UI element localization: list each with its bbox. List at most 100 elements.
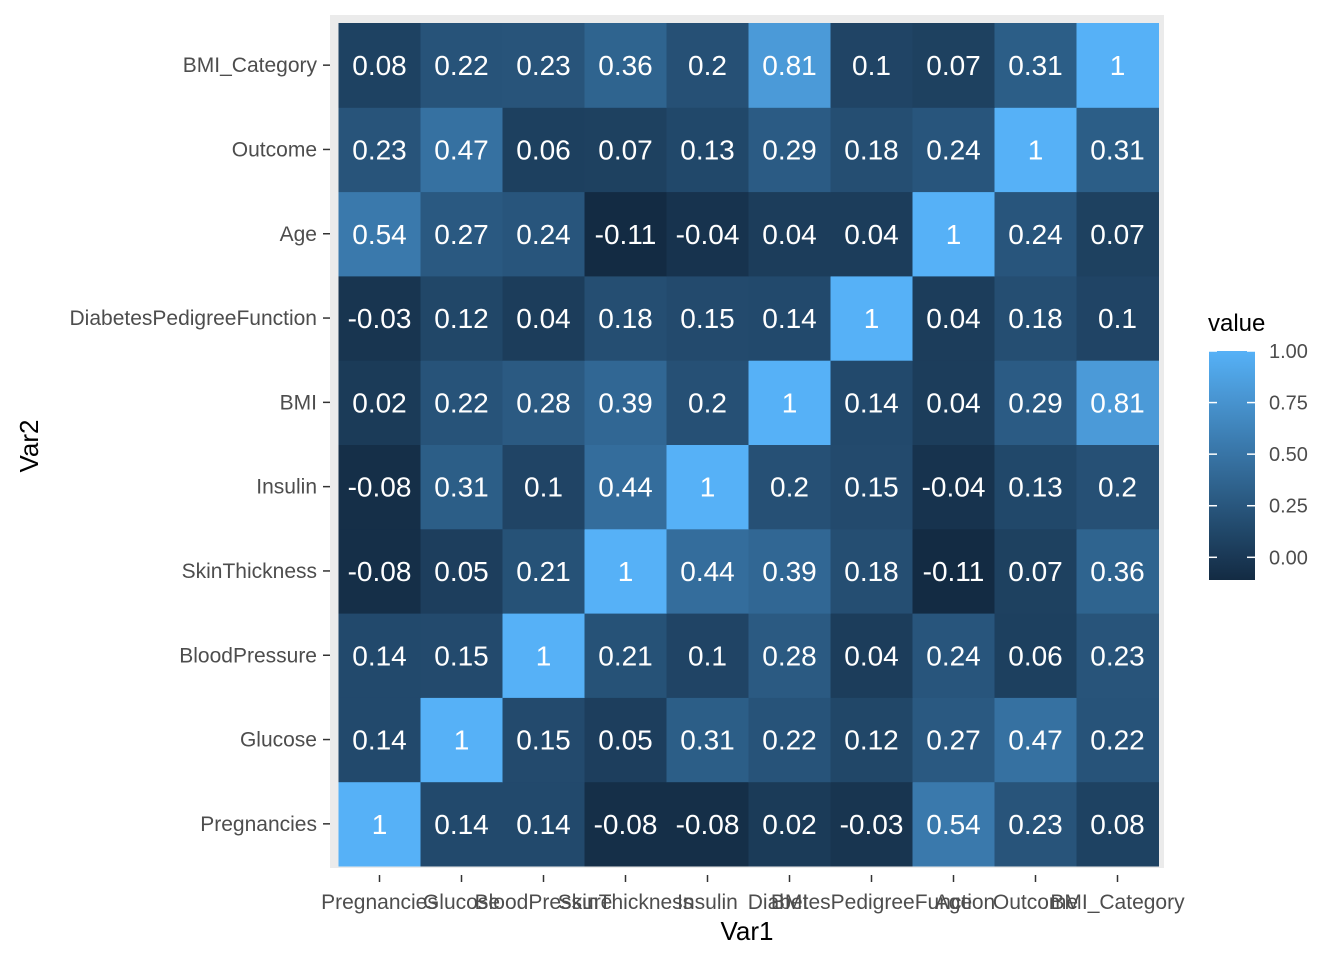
x-axis-title: Var1 (721, 916, 774, 946)
heatmap-cell (666, 360, 749, 445)
x-tick-label: Age (935, 891, 972, 914)
cell-value-label: 0.36 (1090, 556, 1145, 587)
cell-value-label: 0.47 (434, 134, 489, 165)
heatmap-cell (420, 275, 503, 361)
heatmap-cell (584, 360, 667, 445)
cell-value-label: 1 (454, 725, 470, 756)
heatmap-cell (584, 191, 667, 277)
heatmap-cell (912, 697, 995, 783)
cell-value-label: 1 (372, 809, 388, 840)
heatmap-cell (912, 23, 995, 108)
heatmap-cell (338, 191, 421, 277)
x-tick-label: Glucose (423, 891, 500, 914)
heatmap-cell (748, 444, 831, 530)
heatmap-cell (584, 444, 667, 530)
cell-value-label: 0.05 (434, 556, 489, 587)
cell-value-label: 0.23 (1008, 809, 1063, 840)
heatmap-cell (830, 23, 913, 108)
cell-value-label: 0.06 (1008, 640, 1063, 671)
cell-value-label: 0.04 (926, 303, 981, 334)
cell-value-label: 0.04 (844, 219, 899, 250)
heatmap-cell (994, 613, 1077, 698)
heatmap-cell (994, 781, 1077, 867)
cell-value-label: 0.81 (1090, 387, 1145, 418)
cell-value-label: 1 (946, 219, 962, 250)
cell-value-label: 0.23 (1090, 640, 1145, 671)
x-tick-label: Insulin (677, 891, 738, 914)
cell-value-label: 0.18 (1008, 303, 1063, 334)
cell-value-label: 0.15 (516, 725, 571, 756)
y-tick-label: SkinThickness (182, 560, 317, 583)
heatmap-cell (502, 444, 585, 530)
heatmap-cell (994, 23, 1077, 108)
heatmap-cell (666, 781, 749, 867)
y-tick-label: DiabetesPedigreeFunction (70, 307, 318, 330)
legend-tick-label: 0.25 (1269, 496, 1308, 518)
cell-value-label: 0.14 (844, 387, 899, 418)
heatmap-cell (994, 528, 1077, 614)
heatmap-cell (338, 781, 421, 867)
cell-value-label: -0.08 (594, 809, 658, 840)
cell-value-label: 0.29 (762, 134, 817, 165)
cell-value-label: 0.18 (844, 556, 899, 587)
heatmap-cell (584, 781, 667, 867)
cell-value-label: 0.14 (762, 303, 817, 334)
cell-value-label: 0.14 (434, 809, 489, 840)
cell-value-label: -0.08 (676, 809, 740, 840)
x-tick-label: DiabetesPedigreeFunction (748, 891, 996, 914)
legend-tick-label: 1.00 (1269, 341, 1308, 363)
heatmap-cell (502, 23, 585, 108)
heatmap-cell (502, 275, 585, 361)
cell-value-label: 0.31 (1090, 134, 1145, 165)
heatmap-cell (830, 613, 913, 698)
heatmap-cell (420, 191, 503, 277)
cell-value-label: 0.07 (598, 134, 653, 165)
cell-value-label: 0.13 (1008, 472, 1063, 503)
heatmap-cell (584, 23, 667, 108)
cell-value-label: 0.1 (524, 472, 563, 503)
cell-value-label: -0.08 (348, 556, 412, 587)
cell-value-label: 0.44 (598, 472, 653, 503)
heatmap-cell (912, 360, 995, 445)
heatmap-cell (1076, 360, 1159, 445)
y-tick-label: Insulin (256, 476, 317, 499)
heatmap-cell (666, 444, 749, 530)
cell-value-label: 0.2 (1098, 472, 1137, 503)
heatmap-cell (420, 781, 503, 867)
cell-value-label: 0.54 (352, 219, 407, 250)
x-tick-label: Pregnancies (321, 891, 438, 914)
heatmap-cell (666, 528, 749, 614)
cell-value-label: 1 (536, 640, 552, 671)
legend-tick-label: 0.50 (1269, 444, 1308, 466)
cell-value-label: 0.15 (680, 303, 735, 334)
legend-tick-label: 0.75 (1269, 393, 1308, 415)
cell-value-label: 1 (1110, 50, 1126, 81)
y-tick-label: Age (280, 223, 317, 246)
heatmap-cell (1076, 528, 1159, 614)
cell-value-label: 0.07 (1090, 219, 1145, 250)
cell-value-label: 0.28 (516, 387, 571, 418)
heatmap-cell (584, 697, 667, 783)
cell-value-label: 0.02 (762, 809, 817, 840)
cell-value-label: 0.14 (352, 640, 407, 671)
cell-value-label: -0.04 (676, 219, 740, 250)
cell-value-label: 0.31 (434, 472, 489, 503)
heatmap-cell (338, 360, 421, 445)
cell-value-label: 0.14 (352, 725, 407, 756)
cell-value-label: 0.31 (680, 725, 735, 756)
heatmap-cell (830, 781, 913, 867)
cell-value-label: 1 (782, 387, 798, 418)
heatmap-cell (584, 107, 667, 193)
heatmap-cell (830, 107, 913, 193)
legend-title: value (1208, 310, 1265, 337)
heatmap-cell (830, 697, 913, 783)
heatmap-cell (912, 528, 995, 614)
cell-value-label: 0.29 (1008, 387, 1063, 418)
heatmap-cell (666, 613, 749, 698)
heatmap-cell (1076, 444, 1159, 530)
heatmap-cell (666, 697, 749, 783)
x-axis: PregnanciesGlucoseBloodPressureSkinThick… (321, 875, 1185, 914)
y-tick-label: BloodPressure (179, 644, 317, 667)
cell-value-label: 0.24 (516, 219, 571, 250)
